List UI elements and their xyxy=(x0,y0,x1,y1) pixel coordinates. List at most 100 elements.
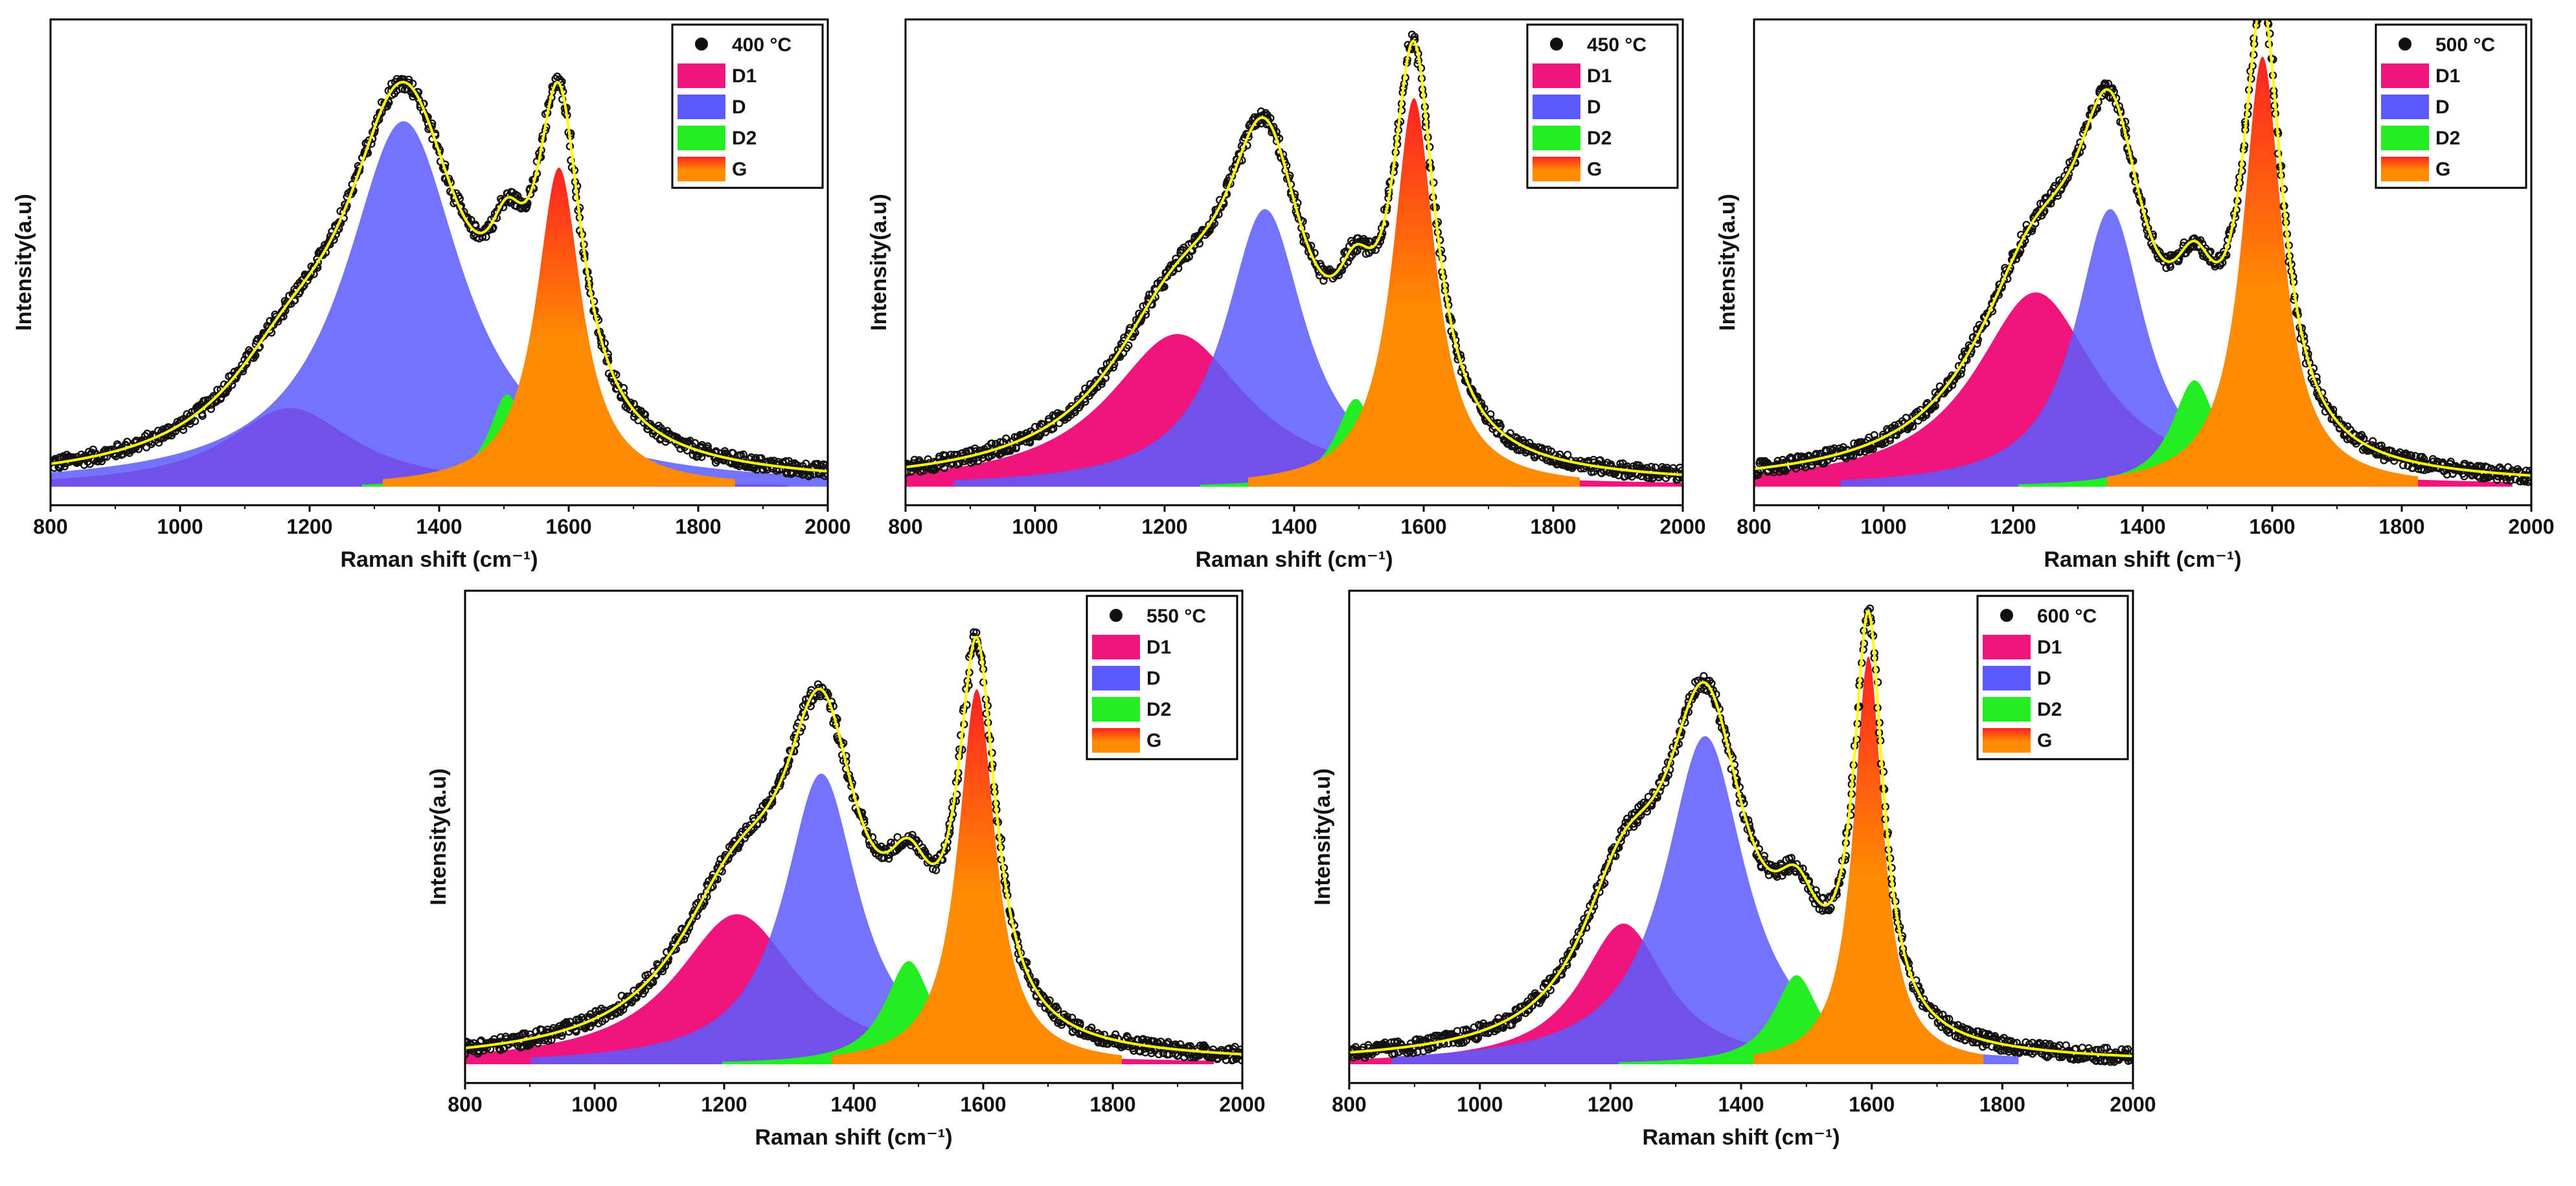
legend-item-1: D1 xyxy=(1983,635,2062,659)
legend-label: D2 xyxy=(732,128,757,149)
y-axis-title: Intensity(a.u) xyxy=(867,194,891,331)
legend-swatch xyxy=(678,126,725,150)
legend-item-0: 450 °C xyxy=(1550,34,1647,56)
data-marker-swatch xyxy=(2000,609,2013,622)
peak-d2-area xyxy=(1619,975,1974,1064)
legend-swatch xyxy=(1983,666,2031,690)
x-tick-label: 1000 xyxy=(1860,515,1906,538)
plot-area xyxy=(906,30,1683,487)
x-tick-label: 2000 xyxy=(1659,515,1705,538)
legend-label: G xyxy=(1146,730,1161,751)
x-tick-label: 1800 xyxy=(1089,1093,1135,1116)
legend-label: D1 xyxy=(1587,65,1612,87)
legend-label: D1 xyxy=(732,65,757,87)
plot-area xyxy=(1754,19,2531,487)
legend-swatch xyxy=(1533,63,1580,88)
y-axis-title: Intensity(a.u) xyxy=(12,194,36,331)
peak-d-area xyxy=(954,209,1576,487)
legend-item-4: G xyxy=(1983,728,2052,753)
legend-swatch xyxy=(1533,126,1580,150)
x-tick-label: 2000 xyxy=(804,515,850,538)
peak-g-area xyxy=(2107,56,2418,487)
legend-label: 450 °C xyxy=(1587,34,1647,56)
plot-area xyxy=(465,628,1242,1065)
peak-d1-area xyxy=(1754,292,2513,487)
legend-item-0: 500 °C xyxy=(2399,34,2495,56)
legend-swatch xyxy=(2381,126,2429,150)
x-tick-label: 1400 xyxy=(2119,515,2165,538)
legend: 450 °C D1 D D2 G xyxy=(1526,23,1679,189)
legend-label: D1 xyxy=(2037,637,2062,658)
x-axis-title: Raman shift (cm⁻¹) xyxy=(755,1125,952,1150)
legend-swatch xyxy=(1983,728,2031,753)
x-tick-label: 1800 xyxy=(1979,1093,2025,1116)
chart-panel-0: 800 1000 1200 1400 1600 1800 2000 Raman shift (… xyxy=(12,18,851,572)
legend-item-0: 600 °C xyxy=(2000,606,2097,627)
x-tick-label: 1600 xyxy=(545,515,591,538)
peak-g-area xyxy=(383,167,735,487)
legend-swatch xyxy=(1983,697,2031,722)
peak-d1-area xyxy=(465,914,1214,1064)
legend-item-2: D xyxy=(1533,95,1601,119)
y-axis-title: Intensity(a.u) xyxy=(426,768,451,906)
legend-item-4: G xyxy=(1092,728,1161,753)
plot-area xyxy=(1349,604,2133,1066)
x-tick-label: 800 xyxy=(888,515,922,538)
x-tick-label: 1600 xyxy=(960,1093,1006,1116)
legend-swatch xyxy=(678,95,725,119)
legend: 600 °C D1 D D2 G xyxy=(1976,595,2129,760)
legend-label: 500 °C xyxy=(2435,34,2495,56)
y-axis-title: Intensity(a.u) xyxy=(1715,194,1740,331)
legend-item-3: D2 xyxy=(1092,697,1171,722)
chart-panel-2: 800 1000 1200 1400 1600 1800 2000 Raman shift (… xyxy=(1715,18,2555,572)
peak-d-area xyxy=(531,773,1111,1064)
legend-swatch xyxy=(1533,157,1580,181)
legend-swatch xyxy=(2381,157,2429,181)
y-axis-title: Intensity(a.u) xyxy=(1310,768,1335,906)
data-marker-swatch xyxy=(695,38,708,51)
fit-curve xyxy=(51,80,828,473)
x-tick-label: 1200 xyxy=(286,515,332,538)
legend-item-0: 400 °C xyxy=(695,34,792,56)
legend-item-4: G xyxy=(2381,157,2450,181)
chart-panel-4: 800 1000 1200 1400 1600 1800 2000 Raman shift (… xyxy=(1310,589,2156,1150)
fit-curve xyxy=(1349,610,2133,1058)
x-tick-label: 1400 xyxy=(1271,515,1317,538)
peak-d2-area xyxy=(722,961,1095,1064)
x-tick-label: 1400 xyxy=(830,1093,876,1116)
legend-swatch xyxy=(2381,95,2429,119)
legend-label: 550 °C xyxy=(1146,606,1206,627)
fit-curve xyxy=(465,635,1242,1056)
peak-d1-area xyxy=(906,334,1683,487)
legend-item-3: D2 xyxy=(1533,126,1612,150)
legend-label: D xyxy=(2435,97,2450,118)
legend-label: D1 xyxy=(1146,637,1171,658)
x-tick-label: 2000 xyxy=(2110,1093,2156,1116)
data-marker-swatch xyxy=(1550,38,1563,51)
x-tick-label: 1000 xyxy=(571,1093,617,1116)
data-marker-swatch xyxy=(1110,609,1123,622)
peak-d-area xyxy=(1841,209,2380,487)
legend-label: D2 xyxy=(1587,128,1612,149)
legend-swatch xyxy=(1533,95,1580,119)
fit-curve xyxy=(1754,19,2531,477)
legend-item-2: D xyxy=(2381,95,2450,119)
legend: 400 °C D1 D D2 G xyxy=(671,23,824,189)
legend: 550 °C D1 D D2 G xyxy=(1086,595,1238,760)
peak-g-area xyxy=(832,689,1122,1064)
legend-swatch xyxy=(2381,63,2429,88)
legend-swatch xyxy=(1092,697,1140,722)
x-tick-label: 1200 xyxy=(1588,1093,1634,1116)
legend-item-3: D2 xyxy=(1983,697,2062,722)
x-tick-label: 1800 xyxy=(2378,515,2424,538)
legend-item-0: 550 °C xyxy=(1110,606,1206,627)
legend-item-2: D xyxy=(678,95,746,119)
legend-item-2: D xyxy=(1092,666,1161,690)
legend-item-3: D2 xyxy=(678,126,757,150)
x-tick-label: 1600 xyxy=(2249,515,2295,538)
x-tick-label: 1600 xyxy=(1400,515,1446,538)
chart-panel-1: 800 1000 1200 1400 1600 1800 2000 Raman shift (… xyxy=(867,18,1706,572)
legend-swatch xyxy=(1092,666,1140,690)
data-marker-swatch xyxy=(2399,38,2411,51)
